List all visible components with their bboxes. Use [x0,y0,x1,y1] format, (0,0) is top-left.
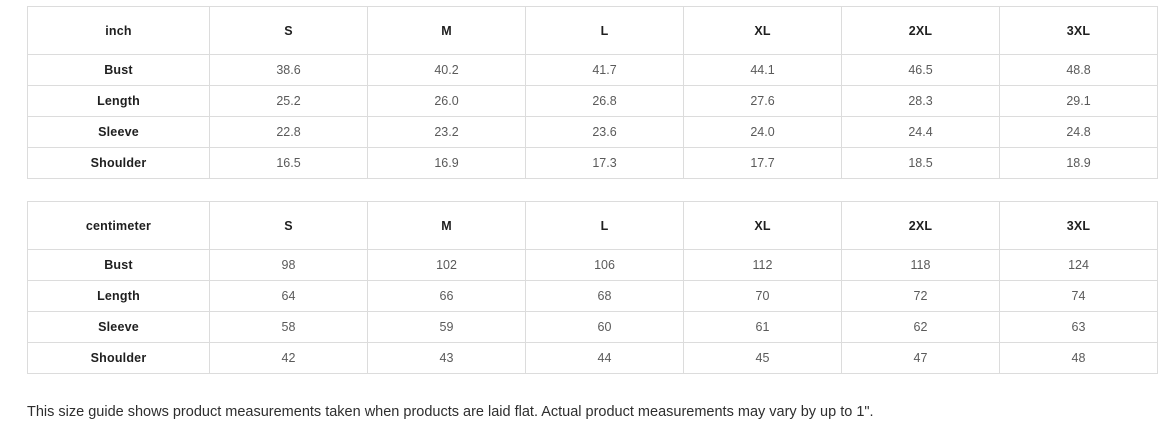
centimeter-sleeve-l: 60 [525,311,684,343]
centimeter-length-l: 68 [525,280,684,312]
inch-shoulder-s: 16.5 [209,147,368,179]
centimeter-length-m: 66 [367,280,526,312]
inch-size-table: inch S M L XL 2XL 3XL Bust 38.6 40.2 41.… [27,6,1158,179]
inch-sleeve-l: 23.6 [525,116,684,148]
inch-sleeve-2xl: 24.4 [841,116,1000,148]
centimeter-shoulder-3xl: 48 [999,342,1158,374]
inch-length-3xl: 29.1 [999,85,1158,117]
inch-sleeve-m: 23.2 [367,116,526,148]
inch-length-l: 26.8 [525,85,684,117]
centimeter-sleeve-2xl: 62 [841,311,1000,343]
centimeter-unit-header: centimeter [27,201,210,250]
centimeter-size-header-3xl: 3XL [999,201,1158,250]
inch-size-header-s: S [209,6,368,55]
inch-size-header-3xl: 3XL [999,6,1158,55]
centimeter-size-table: centimeter S M L XL 2XL 3XL Bust 98 102 … [27,201,1158,374]
inch-bust-2xl: 46.5 [841,54,1000,86]
centimeter-bust-2xl: 118 [841,249,1000,281]
centimeter-shoulder-m: 43 [367,342,526,374]
inch-length-s: 25.2 [209,85,368,117]
centimeter-bust-xl: 112 [683,249,842,281]
inch-shoulder-l: 17.3 [525,147,684,179]
inch-table-container: inch S M L XL 2XL 3XL Bust 38.6 40.2 41.… [0,6,1158,179]
centimeter-row-label-length: Length [27,280,210,312]
centimeter-table-header-row: centimeter S M L XL 2XL 3XL [27,201,1158,250]
centimeter-bust-l: 106 [525,249,684,281]
centimeter-size-header-s: S [209,201,368,250]
centimeter-sleeve-s: 58 [209,311,368,343]
centimeter-length-2xl: 72 [841,280,1000,312]
inch-size-header-l: L [525,6,684,55]
inch-length-2xl: 28.3 [841,85,1000,117]
inch-bust-s: 38.6 [209,54,368,86]
inch-length-xl: 27.6 [683,85,842,117]
inch-row-label-bust: Bust [27,54,210,86]
table-row: Sleeve 22.8 23.2 23.6 24.0 24.4 24.8 [27,116,1158,148]
inch-row-label-length: Length [27,85,210,117]
centimeter-row-label-bust: Bust [27,249,210,281]
inch-shoulder-2xl: 18.5 [841,147,1000,179]
table-row: Shoulder 42 43 44 45 47 48 [27,342,1158,374]
centimeter-bust-3xl: 124 [999,249,1158,281]
inch-sleeve-s: 22.8 [209,116,368,148]
centimeter-bust-m: 102 [367,249,526,281]
centimeter-sleeve-m: 59 [367,311,526,343]
centimeter-length-s: 64 [209,280,368,312]
inch-shoulder-m: 16.9 [367,147,526,179]
centimeter-length-xl: 70 [683,280,842,312]
inch-length-m: 26.0 [367,85,526,117]
inch-sleeve-3xl: 24.8 [999,116,1158,148]
centimeter-table-container: centimeter S M L XL 2XL 3XL Bust 98 102 … [0,201,1158,374]
centimeter-size-header-l: L [525,201,684,250]
inch-size-header-xl: XL [683,6,842,55]
inch-size-header-2xl: 2XL [841,6,1000,55]
centimeter-sleeve-3xl: 63 [999,311,1158,343]
inch-row-label-sleeve: Sleeve [27,116,210,148]
inch-sleeve-xl: 24.0 [683,116,842,148]
centimeter-bust-s: 98 [209,249,368,281]
centimeter-shoulder-2xl: 47 [841,342,1000,374]
centimeter-size-header-2xl: 2XL [841,201,1000,250]
centimeter-size-header-xl: XL [683,201,842,250]
centimeter-row-label-sleeve: Sleeve [27,311,210,343]
centimeter-shoulder-s: 42 [209,342,368,374]
inch-unit-header: inch [27,6,210,55]
centimeter-shoulder-xl: 45 [683,342,842,374]
centimeter-length-3xl: 74 [999,280,1158,312]
centimeter-size-header-m: M [367,201,526,250]
inch-bust-xl: 44.1 [683,54,842,86]
table-row: Bust 98 102 106 112 118 124 [27,249,1158,281]
inch-bust-m: 40.2 [367,54,526,86]
table-row: Sleeve 58 59 60 61 62 63 [27,311,1158,343]
inch-shoulder-3xl: 18.9 [999,147,1158,179]
table-row: Length 64 66 68 70 72 74 [27,280,1158,312]
table-row: Bust 38.6 40.2 41.7 44.1 46.5 48.8 [27,54,1158,86]
inch-shoulder-xl: 17.7 [683,147,842,179]
table-row: Length 25.2 26.0 26.8 27.6 28.3 29.1 [27,85,1158,117]
centimeter-sleeve-xl: 61 [683,311,842,343]
inch-bust-3xl: 48.8 [999,54,1158,86]
centimeter-row-label-shoulder: Shoulder [27,342,210,374]
inch-row-label-shoulder: Shoulder [27,147,210,179]
size-guide-footnote: This size guide shows product measuremen… [27,404,874,420]
centimeter-shoulder-l: 44 [525,342,684,374]
inch-bust-l: 41.7 [525,54,684,86]
table-row: Shoulder 16.5 16.9 17.3 17.7 18.5 18.9 [27,147,1158,179]
inch-table-header-row: inch S M L XL 2XL 3XL [27,6,1158,55]
inch-size-header-m: M [367,6,526,55]
